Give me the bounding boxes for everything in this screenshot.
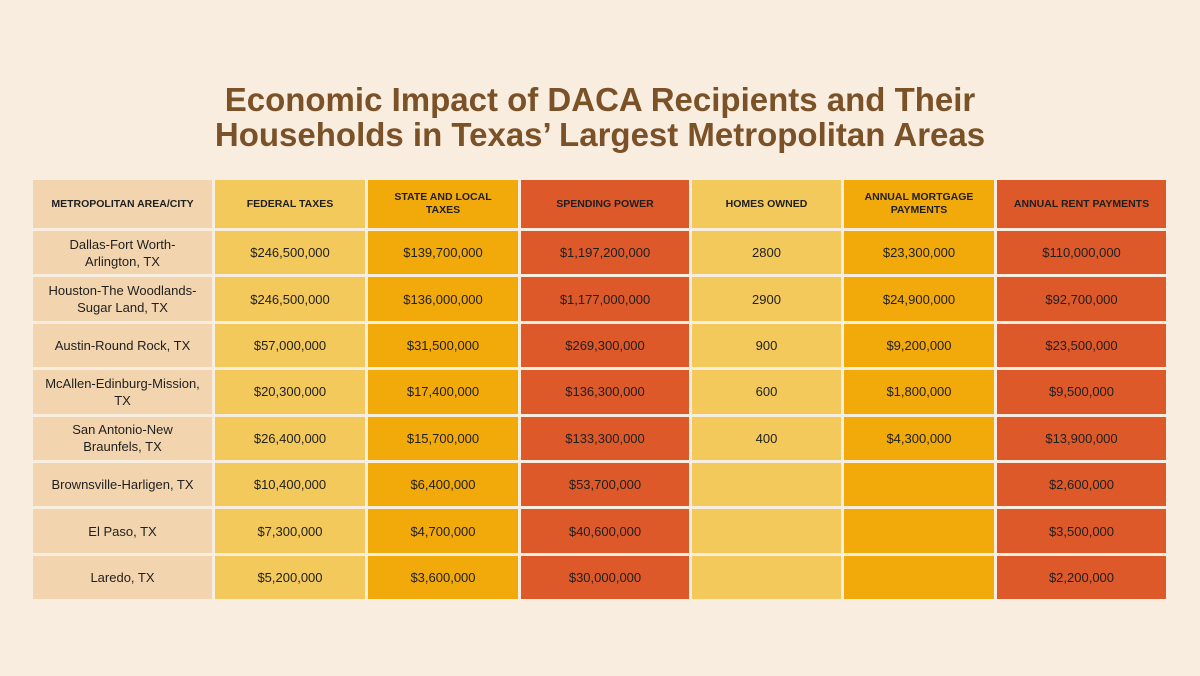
row-label: Austin-Round Rock, TX <box>33 323 212 368</box>
table-cell <box>692 462 841 507</box>
title-line: Economic Impact of DACA Recipients and T… <box>224 81 976 118</box>
table-cell: $53,700,000 <box>521 462 689 507</box>
table-cell: $3,500,000 <box>997 509 1166 553</box>
table-cell: $9,200,000 <box>844 323 994 368</box>
table-cell: $57,000,000 <box>215 323 365 368</box>
row-label: McAllen-Edinburg-Mission, TX <box>33 370 212 414</box>
row-label: Dallas-Fort Worth-Arlington, TX <box>33 231 212 275</box>
table: METROPOLITAN AREA/CITY FEDERAL TAXES STATE… <box>33 180 1166 600</box>
table-cell: $24,900,000 <box>844 277 994 321</box>
title-line: Households in Texas’ Largest Metropolita… <box>214 116 986 153</box>
table-cell <box>692 509 841 553</box>
table-cell: $13,900,000 <box>997 416 1166 460</box>
table-cell: $17,400,000 <box>368 370 518 414</box>
table-cell: $139,700,000 <box>368 231 518 275</box>
table-cell: $246,500,000 <box>215 277 365 321</box>
table-cell <box>844 462 994 507</box>
row-label: Brownsville-Harligen, TX <box>33 462 212 507</box>
table-cell: $6,400,000 <box>368 462 518 507</box>
table-cell: $23,500,000 <box>997 323 1166 368</box>
table-cell: $136,000,000 <box>368 277 518 321</box>
row-label: El Paso, TX <box>33 509 212 553</box>
header-cell: METROPOLITAN AREA/CITY <box>33 180 212 228</box>
table-cell: $92,700,000 <box>997 277 1166 321</box>
table-cell: $7,300,000 <box>215 509 365 553</box>
table-cell: 600 <box>692 370 841 414</box>
table-cell: $1,197,200,000 <box>521 231 689 275</box>
table-cell: $2,600,000 <box>997 462 1166 507</box>
table-cell: $31,500,000 <box>368 323 518 368</box>
table-cell: $269,300,000 <box>521 323 689 368</box>
table-cell: $23,300,000 <box>844 231 994 275</box>
table-cell: $5,200,000 <box>215 555 365 600</box>
table-cell: $2,200,000 <box>997 555 1166 600</box>
header-cell: STATE AND LOCAL TAXES <box>368 180 518 228</box>
table-cell: 400 <box>692 416 841 460</box>
table-cell: $3,600,000 <box>368 555 518 600</box>
header-cell: ANNUAL MORTGAGE PAYMENTS <box>844 180 994 228</box>
table-cell: $10,400,000 <box>215 462 365 507</box>
header-cell: SPENDING POWER <box>521 180 689 228</box>
table-cell: $26,400,000 <box>215 416 365 460</box>
header-cell: FEDERAL TAXES <box>215 180 365 228</box>
table-cell: 900 <box>692 323 841 368</box>
table-cell: $9,500,000 <box>997 370 1166 414</box>
table-cell: $246,500,000 <box>215 231 365 275</box>
table-cell: $40,600,000 <box>521 509 689 553</box>
table-cell: 2800 <box>692 231 841 275</box>
header-cell: HOMES OWNED <box>692 180 841 228</box>
table-cell: $4,700,000 <box>368 509 518 553</box>
table-cell <box>844 555 994 600</box>
table-cell: 2900 <box>692 277 841 321</box>
table-cell <box>692 555 841 600</box>
table-cell: $20,300,000 <box>215 370 365 414</box>
table-cell <box>844 509 994 553</box>
header-cell: ANNUAL RENT PAYMENTS <box>997 180 1166 228</box>
table-cell: $1,800,000 <box>844 370 994 414</box>
table-cell: $4,300,000 <box>844 416 994 460</box>
table-cell: $30,000,000 <box>521 555 689 600</box>
row-label: San Antonio-New Braunfels, TX <box>33 416 212 460</box>
table-cell: $110,000,000 <box>997 231 1166 275</box>
table-cell: $1,177,000,000 <box>521 277 689 321</box>
title: Economic Impact of DACA Recipients and T… <box>0 82 1200 152</box>
row-label: Laredo, TX <box>33 555 212 600</box>
row-label: Houston-The Woodlands-Sugar Land, TX <box>33 277 212 321</box>
table-cell: $133,300,000 <box>521 416 689 460</box>
table-cell: $15,700,000 <box>368 416 518 460</box>
table-cell: $136,300,000 <box>521 370 689 414</box>
